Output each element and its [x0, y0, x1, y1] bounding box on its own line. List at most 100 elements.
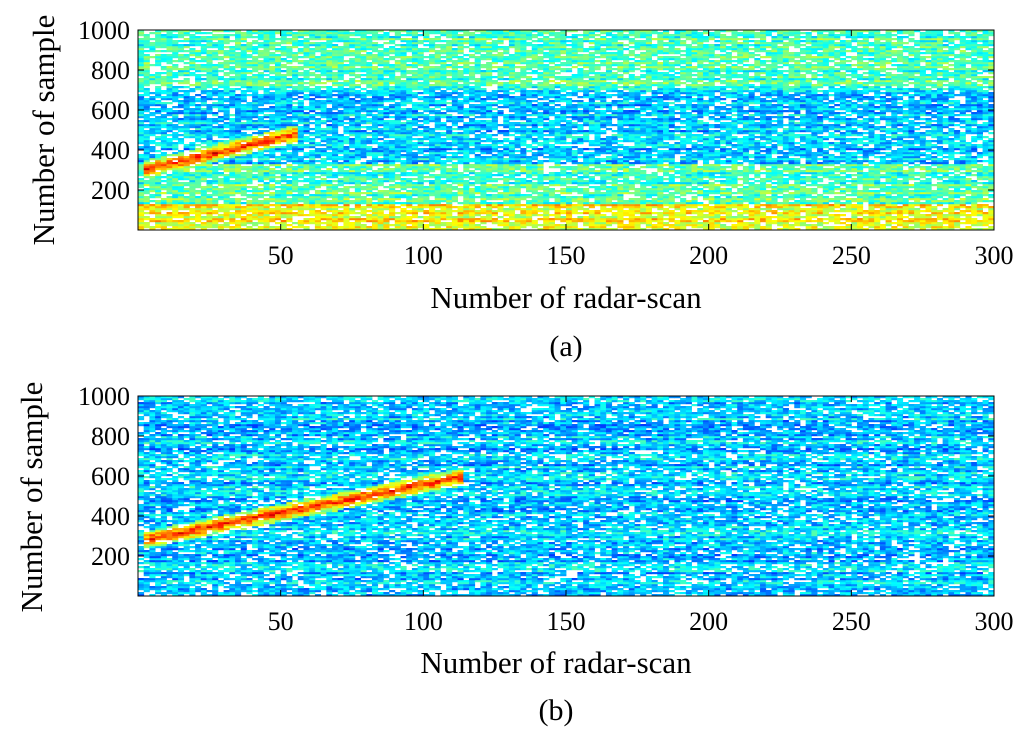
heatmap-cell [549, 176, 555, 178]
heatmap-cell [760, 156, 766, 158]
heatmap-cell [663, 150, 669, 152]
heatmap-cell [920, 162, 926, 164]
heatmap-cell [914, 212, 920, 214]
heatmap-cell [423, 150, 429, 152]
heatmap-cell [720, 220, 726, 222]
heatmap-cell [286, 190, 292, 192]
heatmap-cell [515, 204, 521, 206]
heatmap-cell [652, 182, 658, 184]
heatmap-cell [509, 214, 515, 216]
heatmap-cell [560, 170, 566, 172]
heatmap-cell [161, 158, 167, 160]
heatmap-cell [714, 222, 720, 224]
heatmap-cell [269, 194, 275, 196]
heatmap-cell [446, 216, 452, 218]
heatmap-cell [726, 176, 732, 178]
heatmap-cell [600, 226, 606, 228]
heatmap-cell [498, 158, 504, 160]
heatmap-cell [897, 196, 903, 198]
heatmap-cell [948, 156, 954, 158]
heatmap-cell [492, 162, 498, 164]
heatmap-cell [286, 220, 292, 222]
heatmap-cell [469, 190, 475, 192]
heatmap-cell [526, 194, 532, 196]
heatmap-cell [720, 172, 726, 174]
heatmap-cell [332, 152, 338, 154]
heatmap-cell [817, 184, 823, 186]
heatmap-cell [372, 206, 378, 208]
heatmap-cell [184, 224, 190, 226]
heatmap-cell [572, 166, 578, 168]
heatmap-cell [903, 212, 909, 214]
heatmap-cell [863, 174, 869, 176]
heatmap-cell [366, 190, 372, 192]
heatmap-cell [829, 178, 835, 180]
heatmap-cell [520, 160, 526, 162]
heatmap-cell [692, 210, 698, 212]
heatmap-cell [606, 182, 612, 184]
heatmap-cell [657, 206, 663, 208]
heatmap-cell [834, 168, 840, 170]
heatmap-cell [212, 202, 218, 204]
heatmap-cell [195, 204, 201, 206]
heatmap-cell [863, 224, 869, 226]
heatmap-cell [737, 218, 743, 220]
heatmap-cell [920, 174, 926, 176]
heatmap-cell [412, 182, 418, 184]
heatmap-cell [526, 156, 532, 158]
heatmap-cell [806, 226, 812, 228]
heatmap-cell [674, 202, 680, 204]
heatmap-cell [338, 150, 344, 152]
heatmap-cell [321, 158, 327, 160]
heatmap-cell [817, 168, 823, 170]
heatmap-cell [372, 160, 378, 162]
heatmap-cell [914, 184, 920, 186]
heatmap-cell [983, 200, 989, 202]
heatmap-cell [646, 162, 652, 164]
heatmap-cell [880, 224, 886, 226]
heatmap-cell [526, 202, 532, 204]
heatmap-cell [880, 170, 886, 172]
heatmap-cell [863, 180, 869, 182]
heatmap-cell [789, 184, 795, 186]
heatmap-cell [212, 192, 218, 194]
heatmap-cell [469, 208, 475, 210]
heatmap-cell [246, 200, 252, 202]
heatmap-cell [509, 172, 515, 174]
heatmap-cell [971, 174, 977, 176]
heatmap-cell [264, 212, 270, 214]
heatmap-cell [629, 204, 635, 206]
heatmap-cell [315, 198, 321, 200]
heatmap-cell [286, 212, 292, 214]
heatmap-cell [172, 210, 178, 212]
heatmap-cell [612, 216, 618, 218]
heatmap-cell [891, 206, 897, 208]
heatmap-cell [669, 182, 675, 184]
heatmap-cell [612, 186, 618, 188]
heatmap-cell [252, 154, 258, 156]
heatmap-cell [321, 164, 327, 166]
heatmap-cell [971, 202, 977, 204]
heatmap-cell [440, 180, 446, 182]
heatmap-cell [595, 154, 601, 156]
heatmap-cell [503, 178, 509, 180]
heatmap-cell [817, 154, 823, 156]
heatmap-cell [971, 190, 977, 192]
heatmap-cell [480, 188, 486, 190]
heatmap-cell [486, 208, 492, 210]
heatmap-cell [241, 190, 247, 192]
heatmap-cell [943, 160, 949, 162]
heatmap-cell [646, 226, 652, 228]
heatmap-cell [463, 218, 469, 220]
heatmap-cell [680, 168, 686, 170]
heatmap-cell [754, 218, 760, 220]
heatmap-cell [914, 194, 920, 196]
heatmap-cell [520, 186, 526, 188]
heatmap-cell [868, 226, 874, 228]
heatmap-cell [903, 210, 909, 212]
heatmap-cell [349, 174, 355, 176]
heatmap-cell [960, 214, 966, 216]
heatmap-cell [817, 212, 823, 214]
heatmap-cell [703, 160, 709, 162]
heatmap-cell [829, 176, 835, 178]
